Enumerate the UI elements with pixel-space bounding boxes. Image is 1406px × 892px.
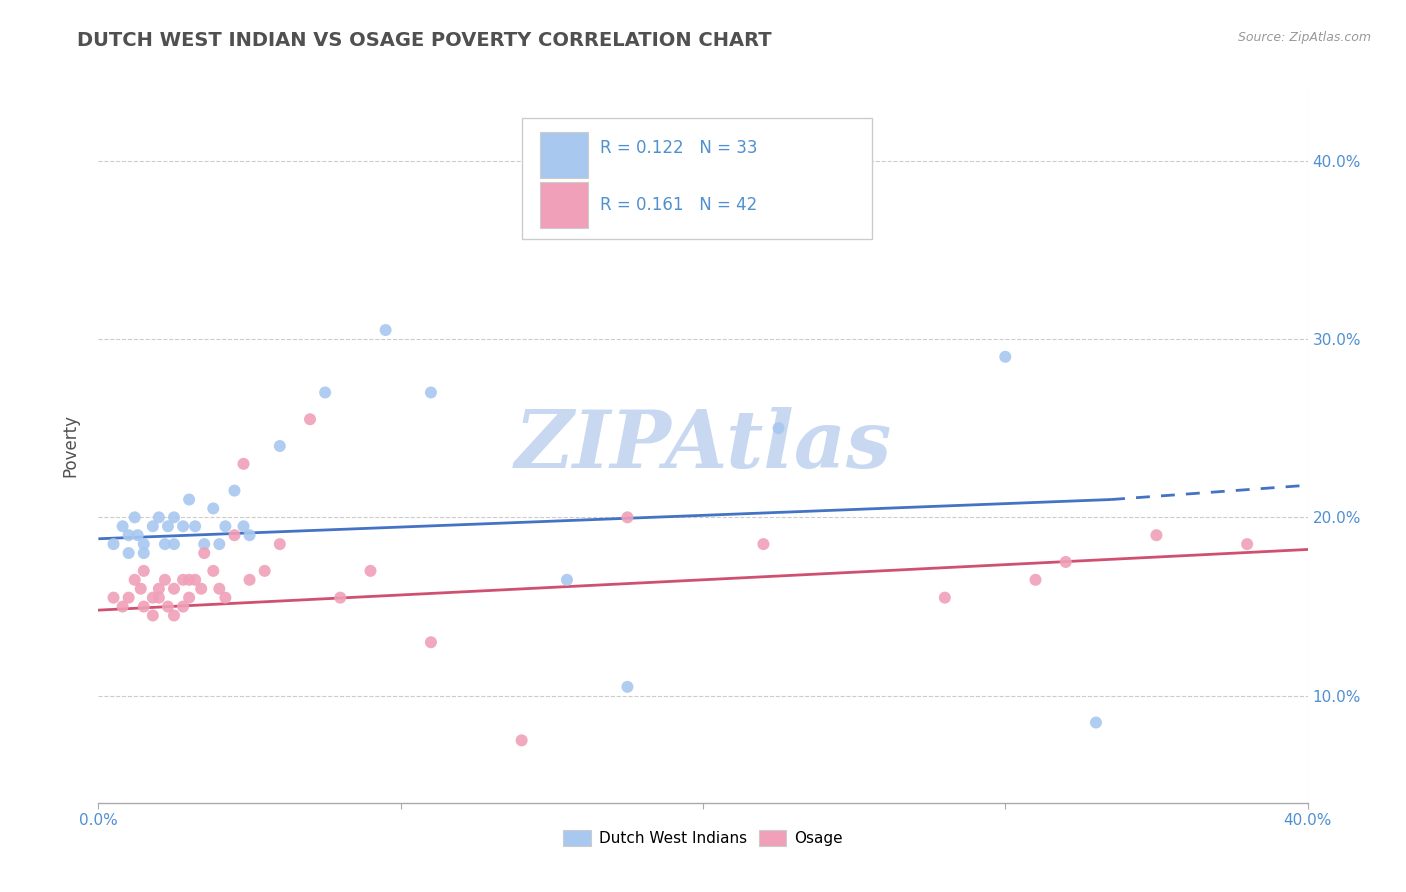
Point [1024,573,1046,587]
Point [208,582,231,596]
Point [994,350,1017,364]
Point [510,733,533,747]
Point [132,599,155,614]
Point [232,519,254,533]
Point [253,564,276,578]
Point [163,582,186,596]
Point [1236,537,1258,551]
Point [224,528,246,542]
Point [420,385,443,400]
Point [111,599,134,614]
Point [142,591,165,605]
Point [1085,715,1108,730]
FancyBboxPatch shape [540,132,588,178]
Point [1144,528,1167,542]
Point [202,564,225,578]
Point [153,537,176,551]
Point [360,564,382,578]
Point [179,573,201,587]
Point [163,537,186,551]
Point [172,573,194,587]
Point [124,510,146,524]
Point [269,439,291,453]
Point [202,501,225,516]
Point [124,573,146,587]
Point [239,573,262,587]
Text: R = 0.122   N = 33: R = 0.122 N = 33 [600,139,758,157]
Point [163,510,186,524]
Point [111,519,134,533]
Point [752,537,775,551]
Point [934,591,956,605]
Point [172,519,194,533]
Point [374,323,396,337]
Text: ZIPAtlas: ZIPAtlas [515,408,891,484]
Point [127,528,149,542]
Point [314,385,336,400]
Y-axis label: Poverty: Poverty [62,415,80,477]
Point [616,510,638,524]
Legend: Dutch West Indians, Osage: Dutch West Indians, Osage [557,824,849,852]
Point [239,528,262,542]
Point [555,573,578,587]
Point [232,457,254,471]
Point [420,635,443,649]
Point [1054,555,1077,569]
Point [103,591,125,605]
Point [184,573,207,587]
Point [190,582,212,596]
Point [214,591,236,605]
Point [163,608,186,623]
Point [208,537,231,551]
Point [142,519,165,533]
Point [179,492,201,507]
Point [193,537,215,551]
Text: R = 0.161   N = 42: R = 0.161 N = 42 [600,196,758,214]
Point [616,680,638,694]
Point [269,537,291,551]
Point [153,573,176,587]
Point [148,510,170,524]
Point [156,519,179,533]
Point [329,591,352,605]
FancyBboxPatch shape [540,182,588,228]
Point [148,582,170,596]
Point [132,546,155,560]
Point [768,421,790,435]
Point [224,483,246,498]
Point [299,412,322,426]
Point [118,546,141,560]
Text: Source: ZipAtlas.com: Source: ZipAtlas.com [1237,31,1371,45]
Text: DUTCH WEST INDIAN VS OSAGE POVERTY CORRELATION CHART: DUTCH WEST INDIAN VS OSAGE POVERTY CORRE… [77,31,772,50]
Point [142,608,165,623]
Point [156,599,179,614]
Point [129,582,152,596]
Point [148,591,170,605]
Point [172,599,194,614]
Point [193,546,215,560]
Point [214,519,236,533]
FancyBboxPatch shape [522,118,872,239]
Point [184,519,207,533]
Point [118,591,141,605]
Point [132,537,155,551]
Point [132,564,155,578]
Point [179,591,201,605]
Point [103,537,125,551]
Point [118,528,141,542]
